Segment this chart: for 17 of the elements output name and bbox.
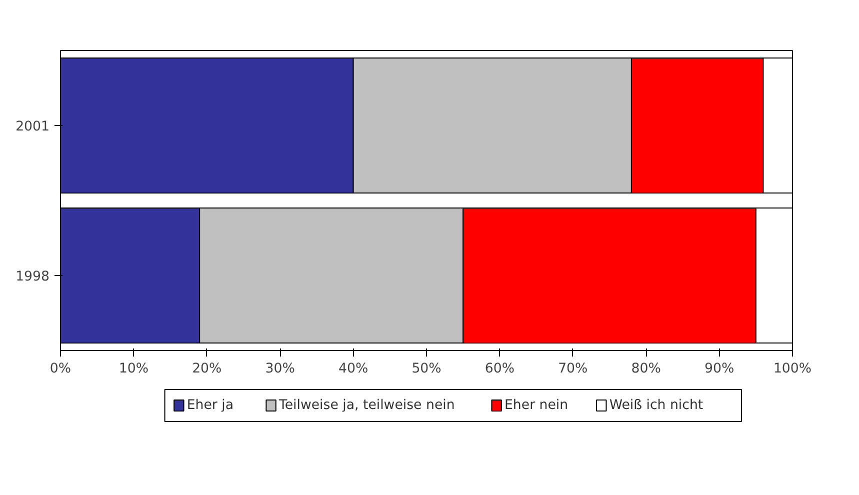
x-tick-label: 90% <box>704 362 734 376</box>
x-tick-label: 100% <box>773 362 812 376</box>
legend-label: Eher ja <box>186 398 234 413</box>
x-tick-label: 10% <box>118 362 149 376</box>
legend-label: Teilweise ja, teilweise nein <box>278 398 455 413</box>
x-tick-label: 70% <box>558 362 588 376</box>
x-tick-label: 50% <box>412 362 442 376</box>
x-tick-label: 0% <box>50 362 72 376</box>
x-tick-label: 80% <box>631 362 661 376</box>
x-tick-label: 60% <box>484 362 515 376</box>
legend-label: Eher nein <box>504 398 568 413</box>
x-tick-label: 20% <box>192 362 222 376</box>
x-tick-label: 30% <box>265 362 295 376</box>
legend-label: Weiß ich nicht <box>609 398 704 413</box>
y-tick-label: 2001 <box>16 120 50 134</box>
x-tick-label: 40% <box>338 362 368 376</box>
y-tick-label: 1998 <box>16 270 50 284</box>
